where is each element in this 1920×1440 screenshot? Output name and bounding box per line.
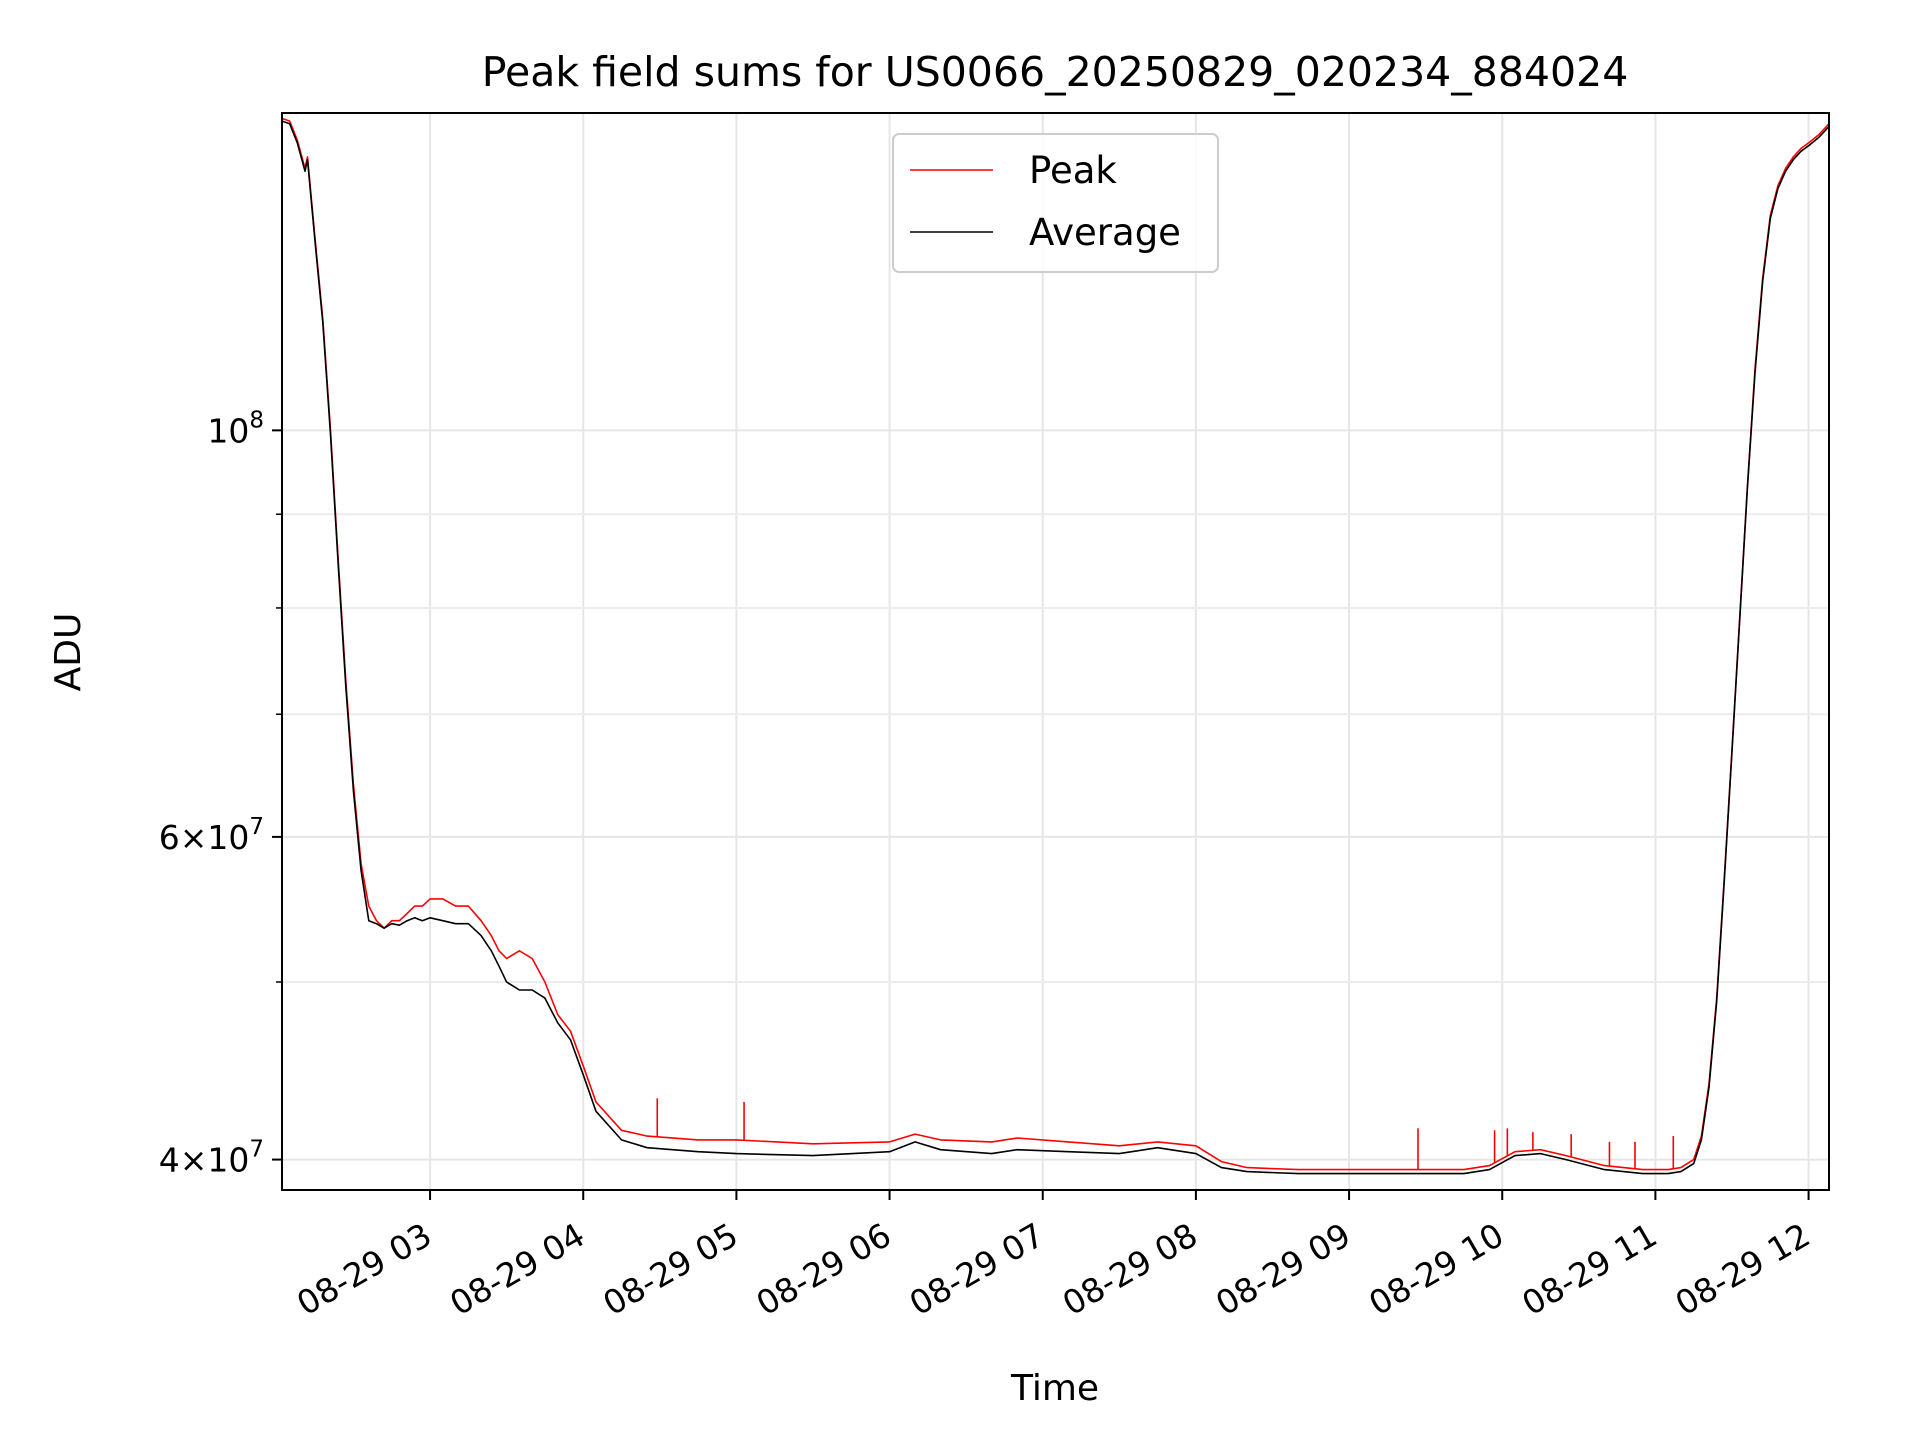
x-tick-label: 08-29 11 — [1515, 1215, 1663, 1323]
x-tick-label: 08-29 10 — [1362, 1215, 1510, 1323]
x-tick-label: 08-29 07 — [903, 1215, 1051, 1323]
legend-box — [892, 133, 1219, 273]
y-tick-label: 6×107 — [159, 814, 264, 857]
series-average-line — [281, 120, 1830, 1175]
chart-title: Peak field sums for US0066_20250829_0202… — [482, 48, 1629, 96]
x-axis-label: Time — [1010, 1368, 1099, 1409]
x-tick-label: 08-29 06 — [750, 1215, 898, 1323]
x-tick-label: 08-29 05 — [596, 1215, 744, 1323]
y-tick-label: 108 — [207, 407, 264, 450]
x-tick-label: 08-29 08 — [1056, 1215, 1204, 1323]
x-axis-ticks: 08-29 03 08-29 04 08-29 05 08-29 06 08-29 07… — [290, 1190, 1817, 1323]
plot-lines — [281, 117, 1830, 1175]
series-peak-line — [281, 117, 1830, 1171]
plot-frame — [281, 112, 1830, 1191]
grid-lines — [282, 113, 1829, 1190]
legend-peak-label: Peak — [1029, 149, 1117, 192]
y-axis-ticks: 4×107 6×107 108 — [159, 407, 282, 1180]
x-tick-label: 08-29 12 — [1669, 1215, 1817, 1323]
x-tick-label: 08-29 09 — [1209, 1215, 1357, 1323]
x-tick-label: 08-29 04 — [443, 1215, 591, 1323]
legend: Peak Average — [892, 133, 1219, 273]
y-axis-label: ADU — [48, 613, 89, 692]
y-tick-label: 4×107 — [159, 1137, 264, 1180]
x-tick-label: 08-29 03 — [290, 1215, 438, 1323]
legend-average-label: Average — [1029, 211, 1181, 254]
